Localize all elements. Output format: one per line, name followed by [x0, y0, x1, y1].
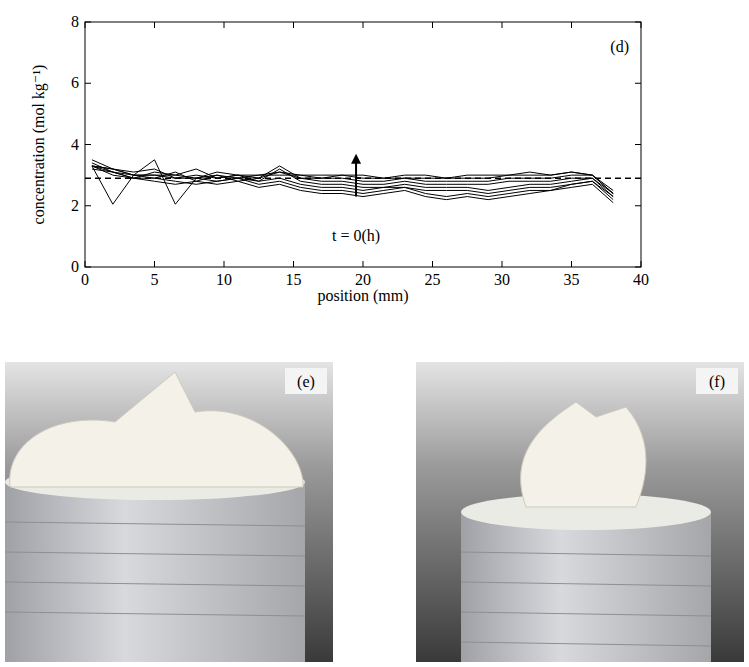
- thread: [5, 552, 305, 556]
- x-tick: [85, 261, 86, 267]
- y-tick: [85, 83, 91, 84]
- label-patch: [696, 368, 738, 394]
- x-tick-label: 30: [494, 271, 510, 288]
- figure: 0 5 10 15 20 25 30 35 40 0 2 4 6 8 position (mm) concen…: [0, 0, 749, 667]
- y-tick-label: 8: [71, 13, 79, 30]
- x-tick: [293, 261, 294, 267]
- x-tick-top: [224, 22, 225, 28]
- x-tick-label: 10: [216, 271, 232, 288]
- y-tick-label: 2: [71, 197, 79, 214]
- x-tick: [224, 261, 225, 267]
- photo-label: (f): [709, 373, 725, 391]
- label-patch: [285, 368, 327, 394]
- series-line: [92, 160, 613, 204]
- x-tick: [363, 261, 364, 267]
- x-axis-title: position (mm): [317, 287, 408, 305]
- x-tick-top: [85, 22, 86, 28]
- x-tick-top: [571, 22, 572, 28]
- cylinder: [5, 482, 305, 662]
- y-tick: [85, 267, 91, 268]
- thread: [5, 612, 305, 616]
- x-tick-label: 40: [633, 271, 649, 288]
- y-tick-right: [635, 205, 641, 206]
- panel-label: (d): [610, 38, 629, 56]
- y-tick: [85, 22, 91, 23]
- y-tick-label: 0: [71, 258, 79, 275]
- y-tick: [85, 205, 91, 206]
- series-line: [92, 166, 613, 194]
- photo-background: [416, 362, 744, 662]
- x-tick-top: [502, 22, 503, 28]
- y-axis-title: concentration (mol kg⁻¹): [30, 65, 48, 225]
- series-line: [92, 166, 613, 194]
- x-tick-top: [641, 22, 642, 28]
- thread: [5, 582, 305, 586]
- x-tick-top: [363, 22, 364, 28]
- y-tick-right: [635, 144, 641, 145]
- x-tick: [571, 261, 572, 267]
- cylinder: [461, 512, 711, 662]
- series-line: [92, 166, 613, 191]
- salt-crust: [521, 402, 646, 507]
- series-line: [92, 166, 613, 194]
- arrow-shaft: [355, 162, 357, 197]
- thread: [461, 612, 711, 616]
- page: {"chart_data": { "type": "line", "panel_…: [0, 0, 749, 667]
- x-tick-label: 0: [81, 271, 89, 288]
- x-tick-top: [154, 22, 155, 28]
- thread: [5, 522, 305, 526]
- x-tick-label: 35: [564, 271, 580, 288]
- y-tick-right: [635, 83, 641, 84]
- thread: [461, 642, 711, 646]
- y-tick-right: [635, 22, 641, 23]
- x-tick: [432, 261, 433, 267]
- x-tick-label: 5: [151, 271, 159, 288]
- x-tick-label: 25: [425, 271, 441, 288]
- y-tick-label: 6: [71, 74, 79, 91]
- y-tick-right: [635, 267, 641, 268]
- series-line: [92, 160, 613, 197]
- x-tick: [154, 261, 155, 267]
- photo-label: (e): [297, 373, 315, 391]
- x-tick-top: [293, 22, 294, 28]
- y-tick-label: 4: [71, 136, 79, 153]
- y-tick: [85, 144, 91, 145]
- plot-frame: [85, 22, 641, 267]
- plot-data: [85, 154, 641, 205]
- x-tick-top: [432, 22, 433, 28]
- photo: (f): [416, 362, 744, 662]
- salt-crust: [10, 372, 303, 487]
- x-tick-label: 20: [355, 271, 371, 288]
- photo: (e): [5, 362, 333, 662]
- photo-background: [5, 362, 333, 662]
- arrow-head: [351, 154, 361, 164]
- x-tick: [641, 261, 642, 267]
- thread: [461, 552, 711, 556]
- x-tick-label: 15: [286, 271, 302, 288]
- thread: [461, 582, 711, 586]
- annotation: t = 0(h): [332, 227, 380, 245]
- x-tick: [502, 261, 503, 267]
